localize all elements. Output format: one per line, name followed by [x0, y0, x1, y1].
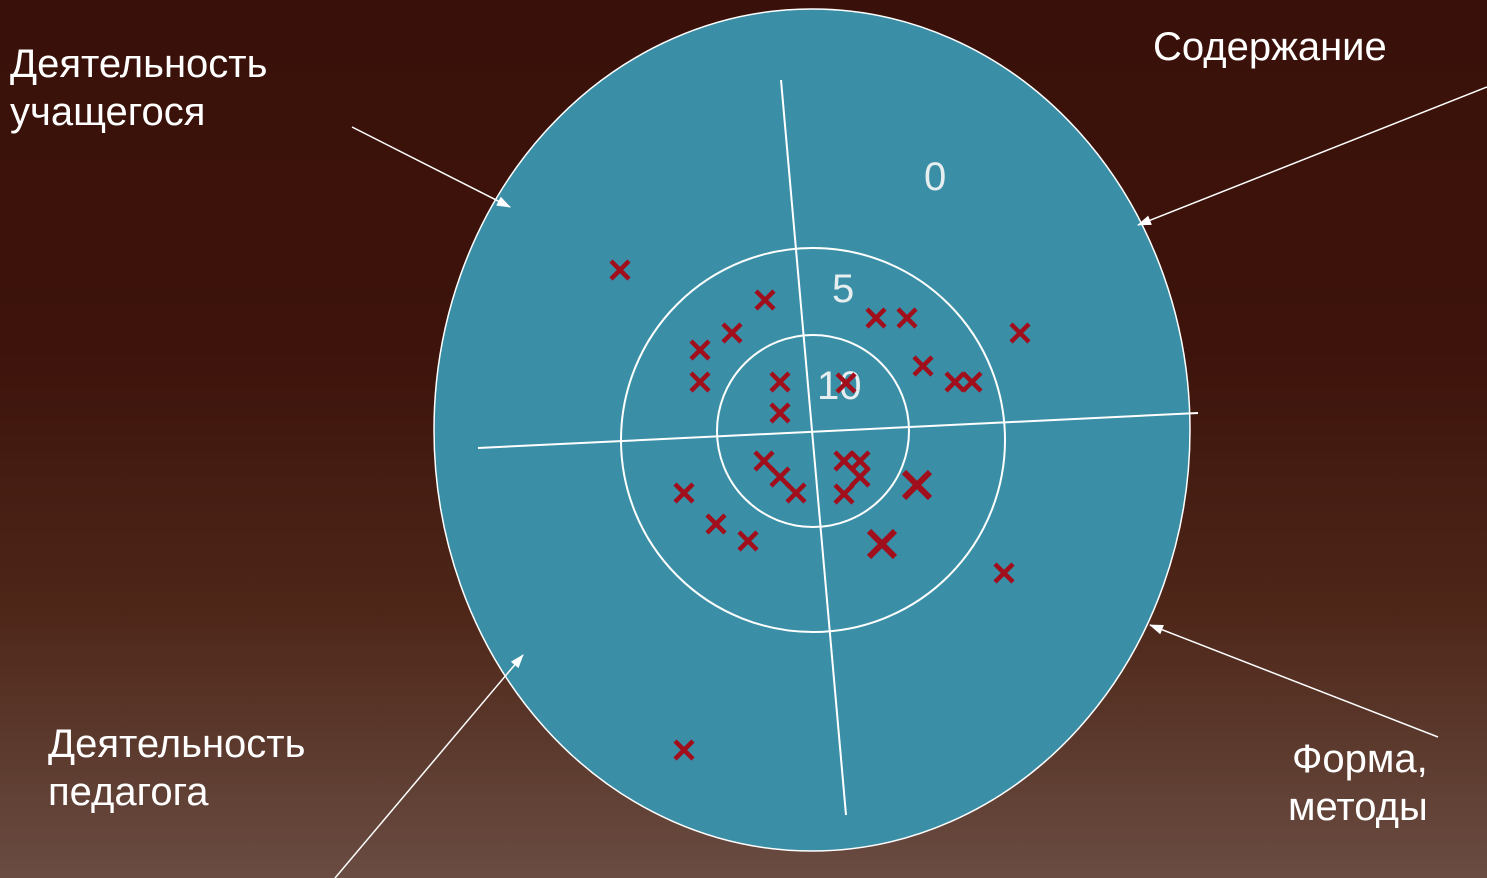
x-marker-stroke [705, 513, 727, 535]
target-inner-ring [716, 334, 910, 528]
x-marker [737, 530, 759, 552]
x-marker [785, 482, 807, 504]
x-marker-stroke [737, 530, 759, 552]
x-marker [833, 483, 855, 505]
label-content: Содержание [1153, 23, 1387, 71]
x-marker-stroke [849, 466, 871, 488]
marker-group [609, 259, 1031, 761]
x-marker-stroke [912, 355, 934, 377]
x-marker-stroke [849, 450, 871, 472]
x-marker [673, 482, 695, 504]
x-marker-stroke [835, 372, 857, 394]
label-teacher-activity: Деятельность педагога [48, 720, 305, 816]
label-student-activity: Деятельность учащегося [10, 40, 267, 136]
label-student-activity-line1: Деятельность [10, 42, 268, 86]
x-marker [689, 371, 711, 393]
x-marker [705, 513, 727, 535]
x-marker-stroke [753, 450, 775, 472]
arrow-student-activity [351, 126, 511, 208]
x-marker [753, 450, 775, 472]
x-marker-stroke [961, 371, 983, 393]
x-marker [849, 450, 871, 472]
ring-label-middle: 5 [832, 267, 854, 311]
x-marker-stroke [833, 483, 855, 505]
x-marker [689, 339, 711, 361]
x-marker-stroke [833, 450, 855, 472]
target-middle-ring [620, 247, 1006, 633]
x-marker-stroke [754, 289, 776, 311]
ring-label-outer: 0 [924, 155, 946, 199]
x-marker [609, 259, 631, 281]
x-marker-stroke [721, 322, 743, 344]
label-form-methods-line1: Форма, [1291, 737, 1428, 781]
x-marker [865, 307, 887, 329]
x-marker-stroke [944, 371, 966, 393]
x-marker-stroke [993, 562, 1015, 584]
x-marker-stroke [769, 371, 791, 393]
x-marker-stroke [896, 307, 918, 329]
x-marker [769, 466, 791, 488]
horizontal-axis [477, 412, 1199, 449]
x-marker [912, 355, 934, 377]
x-marker [849, 466, 871, 488]
x-marker [769, 402, 791, 424]
x-marker [721, 322, 743, 344]
x-marker-stroke [609, 259, 631, 281]
x-marker [754, 289, 776, 311]
x-marker-stroke [865, 307, 887, 329]
x-marker [1009, 322, 1031, 344]
x-marker [944, 371, 966, 393]
x-marker-stroke [1009, 322, 1031, 344]
label-teacher-activity-line1: Деятельность [48, 722, 306, 766]
x-marker-stroke [673, 739, 695, 761]
x-marker [866, 528, 898, 560]
label-teacher-activity-line2: педагога [48, 770, 209, 814]
arrow-form-methods [1149, 624, 1439, 738]
x-marker-stroke [866, 528, 898, 560]
x-marker [835, 372, 857, 394]
x-marker-stroke [689, 339, 711, 361]
x-marker [769, 371, 791, 393]
x-marker [993, 562, 1015, 584]
x-marker [833, 450, 855, 472]
x-marker-stroke [673, 482, 695, 504]
x-marker-stroke [769, 402, 791, 424]
arrow-content [1137, 86, 1487, 226]
vertical-axis [780, 79, 847, 816]
ring-label-inner: 10 [817, 364, 862, 408]
x-marker [901, 469, 933, 501]
x-marker-stroke [901, 469, 933, 501]
label-student-activity-line2: учащегося [10, 90, 206, 134]
x-marker-stroke [785, 482, 807, 504]
x-marker [896, 307, 918, 329]
x-marker-stroke [769, 466, 791, 488]
label-form-methods: Форма, методы [1248, 735, 1428, 831]
x-marker-stroke [689, 371, 711, 393]
arrow-teacher-activity [334, 654, 524, 878]
label-form-methods-line2: методы [1288, 785, 1428, 829]
x-marker [673, 739, 695, 761]
label-content-text: Содержание [1153, 25, 1387, 69]
x-marker [961, 371, 983, 393]
